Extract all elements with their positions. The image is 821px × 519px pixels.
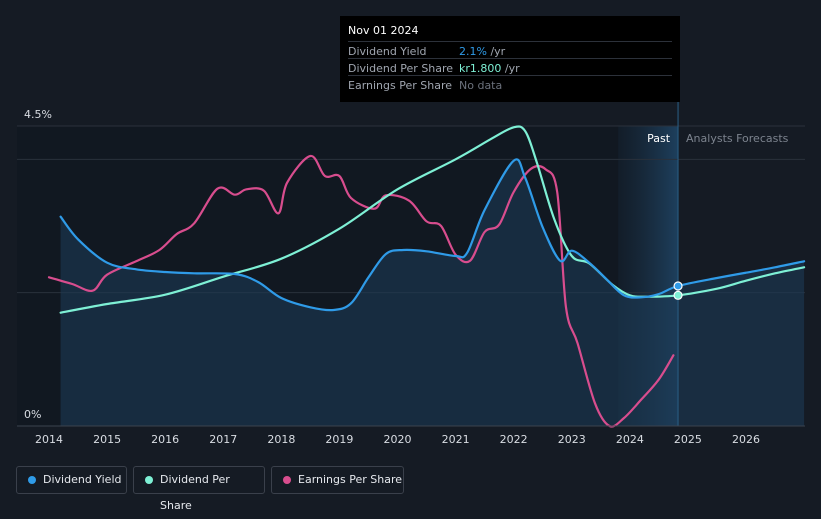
tooltip-label: Dividend Per Share [348,62,454,75]
tooltip-unit: /yr [486,45,506,58]
x-tick-label: 2026 [732,433,760,446]
y-axis-labels: 4.5% 0% [24,108,52,421]
dividend-yield-marker [673,281,683,291]
x-tick-label: 2025 [674,433,702,446]
tooltip-row-dividend-per-share: Dividend Per Share kr1.800 /yr [348,58,672,76]
dividend-per-share-marker [673,290,683,300]
tooltip-row-dividend-yield: Dividend Yield 2.1% /yr [348,41,672,59]
x-tick-label: 2018 [267,433,295,446]
current-markers [673,281,683,300]
x-tick-label: 2016 [151,433,179,446]
legend-dot-icon [145,476,153,484]
tooltip-unit: /yr [501,62,520,75]
y-tick-label: 0% [24,408,41,421]
x-axis-labels: 2014 2015 2016 2017 2018 2019 2020 2021 2022 2023… [35,433,760,446]
tooltip-value: 2.1% [459,45,487,58]
tooltip-date: Nov 01 2024 [348,24,419,37]
x-tick-label: 2020 [384,433,412,446]
series-lines [47,125,806,428]
legend-label: Dividend Yield [43,473,122,486]
legend-dot-icon [28,476,36,484]
dividend-per-share-line [59,125,806,314]
legend-earnings-per-share[interactable]: Earnings Per Share [271,466,404,494]
dividend-yield-line [59,158,806,312]
tooltip-value: No data [459,79,503,92]
x-tick-label: 2024 [616,433,644,446]
forecast-label: Analysts Forecasts [686,132,789,145]
x-tick-label: 2017 [209,433,237,446]
x-tick-label: 2023 [558,433,586,446]
hover-tooltip: Nov 01 2024 Dividend Yield 2.1% /yr Divi… [340,16,680,102]
x-tick-label: 2019 [325,433,353,446]
x-tick-label: 2014 [35,433,63,446]
tooltip-row-earnings-per-share: Earnings Per Share No data [348,75,672,93]
dividend-yield-area [60,159,805,426]
x-tick-label: 2022 [500,433,528,446]
legend-dividend-per-share[interactable]: Dividend Per Share [133,466,265,512]
chart-canvas: 4.5%0% 2014 2015 2016 2017 2018 2019 2020 2021 2… [17,102,806,446]
legend-label: Earnings Per Share [298,473,403,486]
tooltip-label: Dividend Yield [348,45,427,58]
past-label: Past [647,132,671,145]
legend-dot-icon [283,476,291,484]
tooltip-label: Earnings Per Share [348,79,453,92]
x-tick-label: 2021 [442,433,470,446]
tooltip-value: kr1.800 [459,62,502,75]
y-tick-label: 4.5% [24,108,52,121]
legend-dividend-yield[interactable]: Dividend Yield [16,466,127,494]
x-tick-label: 2015 [93,433,121,446]
